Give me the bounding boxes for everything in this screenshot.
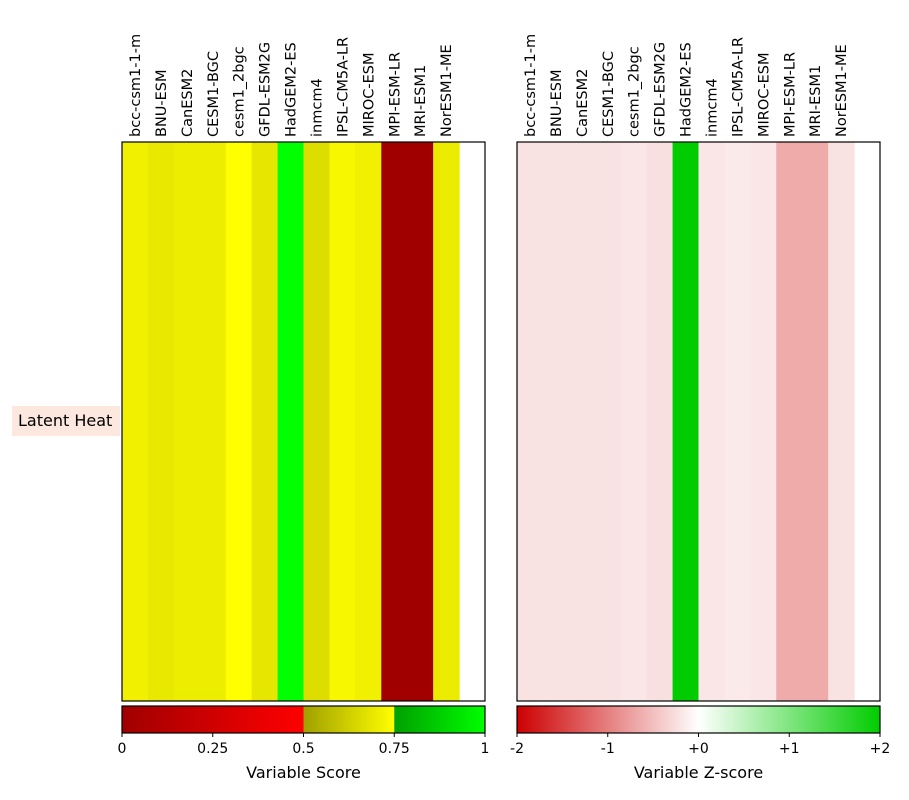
model-label: MIROC-ESM xyxy=(361,52,377,137)
zscore-panel: bcc-csm1-1-m BNU-ESM CanESM2 CESM1-BGC cesm1… xyxy=(510,34,890,782)
row-label-background xyxy=(12,406,120,436)
heatmap-cell-mpi-esm-lr xyxy=(381,142,408,701)
heatmap-cell-inmcm4 xyxy=(698,142,726,701)
colorbar-tick-label: 0 xyxy=(118,741,127,757)
heatmap-cell-noresm1-me xyxy=(828,142,855,701)
heatmap-cell-hadgem2-es xyxy=(277,142,305,701)
colorbar-label: Variable Z-score xyxy=(634,763,763,782)
colorbar-tick-label: +1 xyxy=(779,741,800,757)
model-label: GFDL-ESM2G xyxy=(258,42,274,137)
colorbar-tick-label: 0.5 xyxy=(292,741,314,757)
model-label: IPSL-CM5A-LR xyxy=(335,37,351,137)
model-label: MRI-ESM1 xyxy=(413,65,429,137)
colorbar-segment xyxy=(517,706,699,733)
model-label: bcc-csm1-1-m xyxy=(128,34,144,137)
heatmap-cell-miroc-esm xyxy=(355,142,382,701)
colorbar-tick-label: 1 xyxy=(481,741,490,757)
heatmap-cell-inmcm4 xyxy=(303,142,331,701)
heatmap-cell-ipsl-cm5a-lr xyxy=(329,142,356,701)
model-label: CESM1-BGC xyxy=(206,51,222,137)
colorbar-tick-label: -1 xyxy=(601,741,615,757)
colorbar-segment xyxy=(698,706,881,733)
row-label-latent-heat: Latent Heat xyxy=(18,411,112,430)
colorbar-tick-label: +2 xyxy=(870,741,891,757)
heatmap-cell-noresm1-me xyxy=(433,142,460,701)
model-label: inmcm4 xyxy=(309,78,325,137)
heatmap-cell-bnu-esm xyxy=(542,142,570,701)
model-label: MIROC-ESM xyxy=(756,52,772,137)
colorbar-tick-label: 0.75 xyxy=(379,741,410,757)
heatmap-cell-cesm1-2bgc xyxy=(225,142,253,701)
model-label: CanESM2 xyxy=(180,69,196,137)
heatmap-cell-bcc-csm1-1-m xyxy=(517,142,544,701)
colorbar-segment xyxy=(122,706,304,733)
heatmap-cell-canesm2 xyxy=(173,142,201,701)
heatmap-cell-cesm1-2bgc xyxy=(620,142,648,701)
heatmap-cell-hadgem2-es xyxy=(672,142,700,701)
model-label: NorESM1-ME xyxy=(834,44,850,137)
model-label: bcc-csm1-1-m xyxy=(523,34,539,137)
colorbar-tick-label: +0 xyxy=(688,741,709,757)
heatmap-cell-ipsl-cm5a-lr xyxy=(724,142,751,701)
heatmap-cell-miroc-esm xyxy=(750,142,777,701)
heatmap-frame xyxy=(121,141,486,702)
model-label: HadGEM2-ES xyxy=(284,42,300,137)
heatmap-cell-bcc-csm1-1-m xyxy=(122,142,149,701)
model-label: IPSL-CM5A-LR xyxy=(730,37,746,137)
heatmap-cell-cesm1-bgc xyxy=(594,142,622,701)
heatmap-cell-gfdl-esm2g xyxy=(646,142,674,701)
model-label: CESM1-BGC xyxy=(601,51,617,137)
model-label: MPI-ESM-LR xyxy=(782,52,798,137)
model-label: cesm1_2bgc xyxy=(232,46,248,137)
heatmap-cell-bnu-esm xyxy=(147,142,175,701)
model-label: GFDL-ESM2G xyxy=(653,42,669,137)
model-label: MPI-ESM-LR xyxy=(387,52,403,137)
heatmap-cell-mri-esm1 xyxy=(407,142,434,701)
colorbar-label: Variable Score xyxy=(246,763,361,782)
colorbar-segment xyxy=(394,706,486,733)
heatmap-cell-cesm1-bgc xyxy=(199,142,227,701)
heatmap-cell-gfdl-esm2g xyxy=(251,142,279,701)
model-label: NorESM1-ME xyxy=(439,44,455,137)
model-label: BNU-ESM xyxy=(549,69,565,137)
heatmap-cell-mri-esm1 xyxy=(802,142,829,701)
model-label: MRI-ESM1 xyxy=(808,65,824,137)
colorbar-tick-label: 0.25 xyxy=(197,741,228,757)
heatmap-cell-mpi-esm-lr xyxy=(776,142,803,701)
model-label: HadGEM2-ES xyxy=(679,42,695,137)
heatmap-cell-canesm2 xyxy=(568,142,596,701)
model-label: CanESM2 xyxy=(575,69,591,137)
model-label: cesm1_2bgc xyxy=(627,46,643,137)
heatmap-frame xyxy=(516,141,881,702)
colorbar-tick-label: -2 xyxy=(510,741,524,757)
colorbar-segment xyxy=(303,706,395,733)
model-label: inmcm4 xyxy=(704,78,720,137)
score-panel: bcc-csm1-1-m BNU-ESM CanESM2 CESM1-BGC cesm1… xyxy=(118,34,490,782)
model-label: BNU-ESM xyxy=(154,69,170,137)
